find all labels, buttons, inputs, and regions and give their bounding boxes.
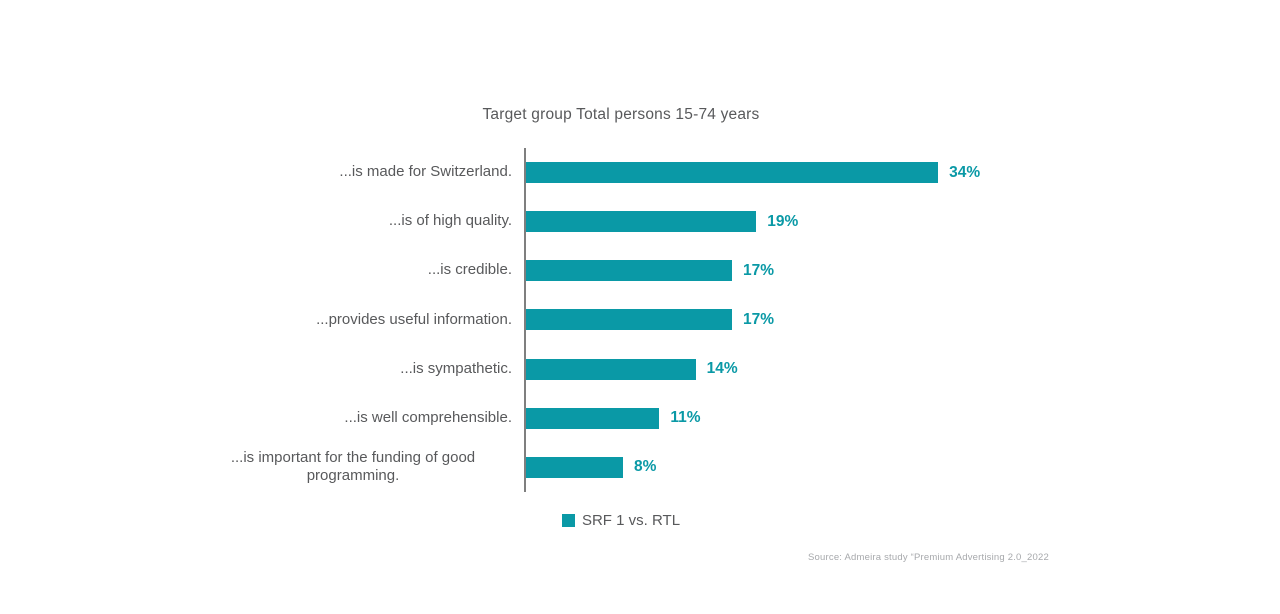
bar-zone: 11% [524, 393, 1084, 443]
bar-row: ...is credible. 17% [194, 246, 1084, 296]
plot-area: ...is made for Switzerland. 34% ...is of… [194, 148, 1084, 492]
bar [526, 358, 696, 380]
bar-row: ...is sympathetic. 14% [194, 344, 1084, 394]
bar-row: ...provides useful information. 17% [194, 295, 1084, 345]
category-label: ...is of high quality. [388, 212, 512, 230]
bar [526, 260, 733, 282]
bar-row: ...is well comprehensible. 11% [194, 393, 1084, 443]
bar [526, 456, 623, 478]
bar [526, 309, 733, 331]
bar [526, 162, 939, 184]
bar-zone: 34% [524, 148, 1084, 198]
bar-rows: ...is made for Switzerland. 34% ...is of… [194, 148, 1084, 492]
bar-zone: 17% [524, 246, 1084, 296]
value-label: 11% [670, 409, 701, 427]
category-label: ...is important for the funding of good … [230, 448, 476, 485]
bar-row: ...is made for Switzerland. 34% [194, 148, 1084, 198]
bar-zone: 19% [524, 197, 1084, 247]
bar-row: ...is important for the funding of good … [194, 442, 1084, 492]
bar [526, 211, 757, 233]
value-label: 34% [949, 163, 981, 181]
category-label: ...is well comprehensible. [344, 408, 512, 426]
chart-title: Target group Total persons 15-74 years [482, 106, 760, 123]
legend-label: SRF 1 vs. RTL [581, 512, 681, 529]
value-label: 17% [743, 261, 775, 279]
category-label: ...is made for Switzerland. [339, 163, 512, 181]
category-label: ...is sympathetic. [400, 359, 512, 377]
source-note: Source: Admeira study “Premium Advertisi… [808, 552, 1049, 563]
category-label: ...is credible. [427, 261, 512, 279]
category-label: ...provides useful information. [316, 310, 512, 328]
bar-zone: 14% [524, 344, 1084, 394]
value-label: 19% [767, 212, 799, 230]
value-label: 17% [743, 310, 775, 328]
legend-swatch-icon [561, 514, 575, 527]
legend: SRF 1 vs. RTL [0, 512, 1242, 529]
bar-zone: 17% [524, 295, 1084, 345]
value-label: 14% [706, 360, 738, 378]
value-label: 8% [633, 458, 657, 476]
bar [526, 407, 660, 429]
bar-zone: 8% [524, 442, 1084, 492]
bar-row: ...is of high quality. 19% [194, 197, 1084, 247]
